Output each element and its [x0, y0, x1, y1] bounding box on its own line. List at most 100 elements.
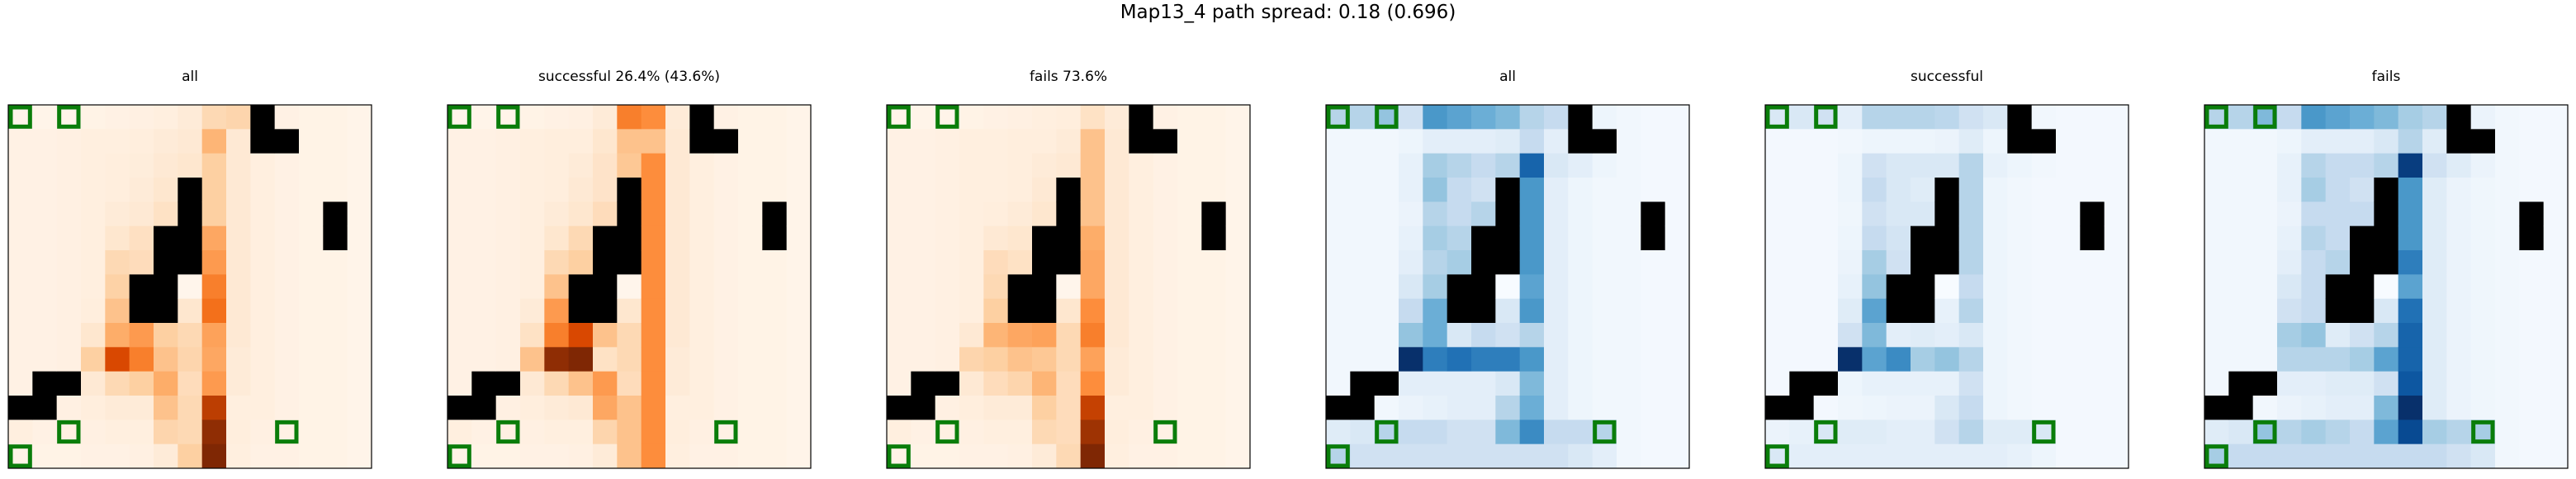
heatmap-cell — [1399, 443, 1423, 469]
heatmap-cell — [1225, 298, 1251, 324]
heatmap-cell — [959, 298, 984, 324]
heatmap-cell — [1153, 396, 1178, 420]
heatmap-cell — [2104, 298, 2129, 324]
heatmap-cell — [81, 371, 106, 396]
heatmap-cell — [447, 323, 472, 348]
heatmap-cell — [1789, 250, 1815, 275]
heatmap-cell — [1129, 178, 1154, 202]
heatmap-cell — [1544, 371, 1569, 396]
heatmap-cell — [1641, 153, 1666, 178]
heatmap-cell — [2277, 225, 2302, 251]
heatmap-cell — [56, 178, 82, 202]
heatmap-cell — [226, 371, 251, 396]
heatmap-cell — [2470, 178, 2496, 202]
obstacle-cell — [1911, 250, 1935, 275]
heatmap-cell — [593, 202, 618, 227]
heatmap-cell — [1423, 371, 1448, 396]
heatmap-cell — [1447, 443, 1472, 469]
heatmap-cell — [1838, 274, 1863, 300]
heatmap-cell — [544, 298, 570, 324]
heatmap-cell — [2519, 250, 2545, 275]
obstacle-cell — [911, 371, 936, 396]
goal-marker — [8, 444, 32, 468]
heatmap-cell — [1153, 250, 1178, 275]
heatmap-cell — [1617, 443, 1641, 469]
heatmap-cell — [1201, 371, 1227, 396]
heatmap-cell — [201, 202, 227, 227]
heatmap-cell — [299, 225, 324, 251]
heatmap-cell — [1813, 396, 1839, 420]
heatmap-cell — [1471, 202, 1496, 227]
heatmap-cell — [1153, 347, 1178, 372]
heatmap-cell — [1886, 105, 1911, 130]
heatmap-cell — [2080, 298, 2105, 324]
heatmap-cell — [2398, 371, 2423, 396]
heatmap-cell — [1326, 225, 1351, 251]
goal-marker — [1153, 420, 1177, 444]
heatmap-cell — [2325, 420, 2351, 445]
heatmap-cell — [250, 443, 276, 469]
heatmap-cell — [520, 202, 545, 227]
heatmap-cell — [1641, 178, 1666, 202]
heatmap-cell — [689, 178, 715, 202]
heatmap-cell — [983, 347, 1009, 372]
heatmap-cell — [1056, 298, 1082, 324]
heatmap-cell — [81, 274, 106, 300]
heatmap-cell — [1617, 371, 1641, 396]
heatmap-cell — [1471, 129, 1496, 154]
obstacle-cell — [593, 274, 618, 300]
heatmap-cell — [56, 250, 82, 275]
heatmap-cell — [2056, 105, 2081, 130]
obstacle-cell — [1032, 298, 1057, 324]
heatmap-cell — [447, 347, 472, 372]
obstacle-cell — [935, 371, 960, 396]
heatmap-cell — [1789, 274, 1815, 300]
heatmap-cell — [2446, 371, 2472, 396]
heatmap-cell — [1080, 153, 1106, 178]
heatmap-cell — [2398, 225, 2423, 251]
heatmap-cell — [1177, 129, 1202, 154]
heatmap-cell — [250, 396, 276, 420]
heatmap-cell — [617, 298, 642, 324]
heatmap-cell — [105, 274, 130, 300]
heatmap-cell — [1080, 202, 1106, 227]
heatmap-cell — [1765, 347, 1790, 372]
heatmap-cell — [2252, 129, 2278, 154]
heatmap-cell — [1105, 298, 1129, 324]
heatmap-cell — [2228, 347, 2254, 372]
heatmap-cell — [1958, 225, 1984, 251]
heatmap-cell — [983, 298, 1009, 324]
heatmap-cell — [2104, 347, 2129, 372]
heatmap-cell — [2422, 202, 2447, 227]
heatmap-cell — [1225, 105, 1251, 130]
heatmap-cell — [520, 371, 545, 396]
heatmap-cell — [738, 153, 763, 178]
obstacle-cell — [1471, 298, 1496, 324]
heatmap-cell — [154, 420, 178, 445]
heatmap-cell — [1641, 274, 1666, 300]
heatmap-cell — [1447, 371, 1472, 396]
heatmap-cell — [2422, 274, 2447, 300]
heatmap-cell — [471, 153, 497, 178]
heatmap-cell — [1568, 250, 1593, 275]
heatmap-cell — [201, 105, 227, 130]
heatmap-cell — [1447, 347, 1472, 372]
heatmap-cell — [274, 153, 300, 178]
heatmap-cell — [2446, 323, 2472, 348]
heatmap-cell — [2422, 250, 2447, 275]
heatmap-cell — [1813, 225, 1839, 251]
heatmap-cell — [2252, 323, 2278, 348]
heatmap-cell — [1447, 225, 1472, 251]
heatmap-cell — [226, 443, 251, 469]
heatmap-cell — [2301, 443, 2327, 469]
heatmap-cell — [2398, 250, 2423, 275]
heatmap-cell — [8, 250, 33, 275]
heatmap-cell — [201, 129, 227, 154]
heatmap-cell — [1129, 202, 1154, 227]
heatmap-cell — [1080, 323, 1106, 348]
heatmap-cell — [1007, 323, 1033, 348]
heatmap-cell — [1105, 371, 1129, 396]
heatmap-cell — [1177, 225, 1202, 251]
heatmap-cell — [520, 129, 545, 154]
heatmap-cell — [2325, 202, 2351, 227]
